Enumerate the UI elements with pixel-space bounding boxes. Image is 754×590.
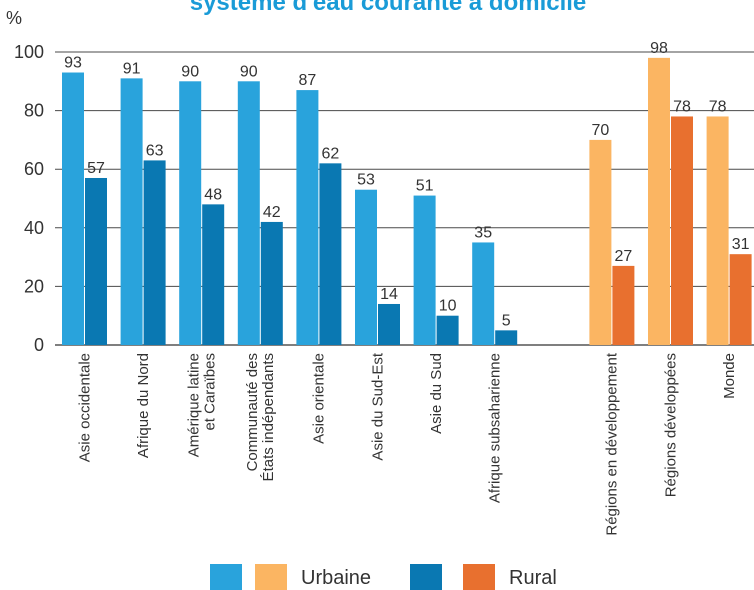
bar-rural	[260, 221, 283, 345]
category-label-line: Afrique subsaharienne	[487, 353, 504, 503]
value-label: 87	[299, 72, 317, 89]
category-label: Asie du Sud	[428, 353, 445, 434]
bar-urban	[237, 81, 260, 346]
bar-urban	[413, 195, 436, 345]
y-tick-label: 0	[34, 335, 44, 355]
bar-urban	[62, 72, 84, 345]
legend-label: Urbaine	[301, 567, 371, 589]
legend-swatch	[255, 564, 287, 590]
y-tick-label: 100	[14, 42, 44, 62]
value-label: 93	[64, 55, 82, 72]
bar-rural	[319, 163, 342, 345]
value-label: 10	[439, 298, 457, 315]
category-label: Asie du Sud-Est	[369, 352, 386, 460]
bar-urban	[472, 242, 495, 345]
category-label-line: Asie du Sud-Est	[369, 352, 386, 460]
value-label: 51	[416, 178, 434, 195]
bar-urban	[648, 57, 670, 346]
value-label: 5	[502, 312, 511, 329]
category-label: Régions en développement	[604, 352, 621, 535]
category-label-line: Communauté des	[244, 353, 261, 471]
category-label: Communauté des États indépendants	[244, 353, 277, 481]
category-label-line: Asie du Sud	[428, 353, 445, 434]
category-label-line: Afrique du Nord	[135, 353, 152, 458]
value-label: 78	[673, 98, 691, 115]
category-label-line: et Caraïbes	[202, 353, 219, 431]
legend: Urbaine Rural	[210, 564, 557, 590]
bar-urban	[179, 81, 202, 346]
value-label: 31	[732, 236, 750, 253]
bar-urban	[120, 78, 143, 346]
bar-rural	[436, 315, 459, 345]
y-tick-label: 40	[24, 218, 44, 238]
x-axis-categories: Asie occidentale Afrique du Nord Amérique …	[76, 352, 738, 535]
y-tick-label: 60	[24, 159, 44, 179]
value-label: 57	[87, 160, 105, 177]
bar-rural	[378, 303, 400, 345]
bar-urban	[706, 116, 729, 346]
category-label: Asie orientale	[311, 353, 328, 444]
value-label: 48	[204, 186, 222, 203]
legend-swatch	[410, 564, 442, 590]
y-axis-ticks: 0 20 40 60 80 100	[14, 42, 44, 355]
legend-swatch	[463, 564, 495, 590]
bar-rural	[729, 254, 752, 345]
value-label: 27	[615, 248, 633, 265]
y-axis-unit: %	[6, 8, 22, 28]
category-label-line: Amérique latine	[186, 353, 203, 457]
bar-urban	[296, 90, 319, 345]
value-label: 53	[357, 172, 375, 189]
value-label: 42	[263, 204, 281, 221]
bar-rural	[495, 330, 518, 345]
category-label-line: Asie orientale	[311, 353, 328, 444]
category-label: Amérique latine et Caraïbes	[186, 353, 219, 457]
category-label-line: Régions développées	[662, 353, 679, 497]
category-label: Régions développées	[662, 353, 679, 497]
category-label: Afrique du Nord	[135, 353, 152, 458]
category-label-line: Monde	[721, 353, 738, 399]
legend-swatch	[210, 564, 242, 590]
category-label-line: Asie occidentale	[76, 353, 93, 462]
bars: 93 57 91 63 90 48 90 42 87 62 53 14 51 10 35 5 70 27 98 78 7…	[62, 40, 752, 346]
bar-urban	[589, 139, 612, 345]
value-label: 78	[709, 98, 727, 115]
value-label: 90	[240, 63, 258, 80]
value-label: 35	[474, 224, 492, 241]
category-label: Afrique subsaharienne	[487, 353, 504, 503]
y-tick-label: 80	[24, 101, 44, 121]
category-label: Monde	[721, 353, 738, 399]
chart-title: système d'eau courante à domicile	[190, 0, 587, 16]
bar-rural	[612, 265, 635, 345]
bar-rural	[85, 177, 107, 345]
value-label: 63	[146, 142, 164, 159]
value-label: 62	[322, 145, 340, 162]
value-label: 70	[592, 122, 610, 139]
category-label-line: Régions en développement	[604, 352, 621, 535]
category-label-line: États indépendants	[260, 353, 277, 481]
value-label: 98	[650, 40, 668, 57]
y-tick-label: 20	[24, 276, 44, 296]
bar-rural	[671, 116, 693, 346]
value-label: 91	[123, 60, 141, 77]
value-label: 90	[181, 63, 199, 80]
bar-urban	[355, 189, 377, 345]
legend-label: Rural	[509, 567, 557, 589]
value-label: 14	[380, 286, 398, 303]
bar-rural	[202, 204, 225, 345]
bar-rural	[143, 160, 166, 345]
gridlines	[55, 51, 754, 346]
category-label: Asie occidentale	[76, 353, 93, 462]
